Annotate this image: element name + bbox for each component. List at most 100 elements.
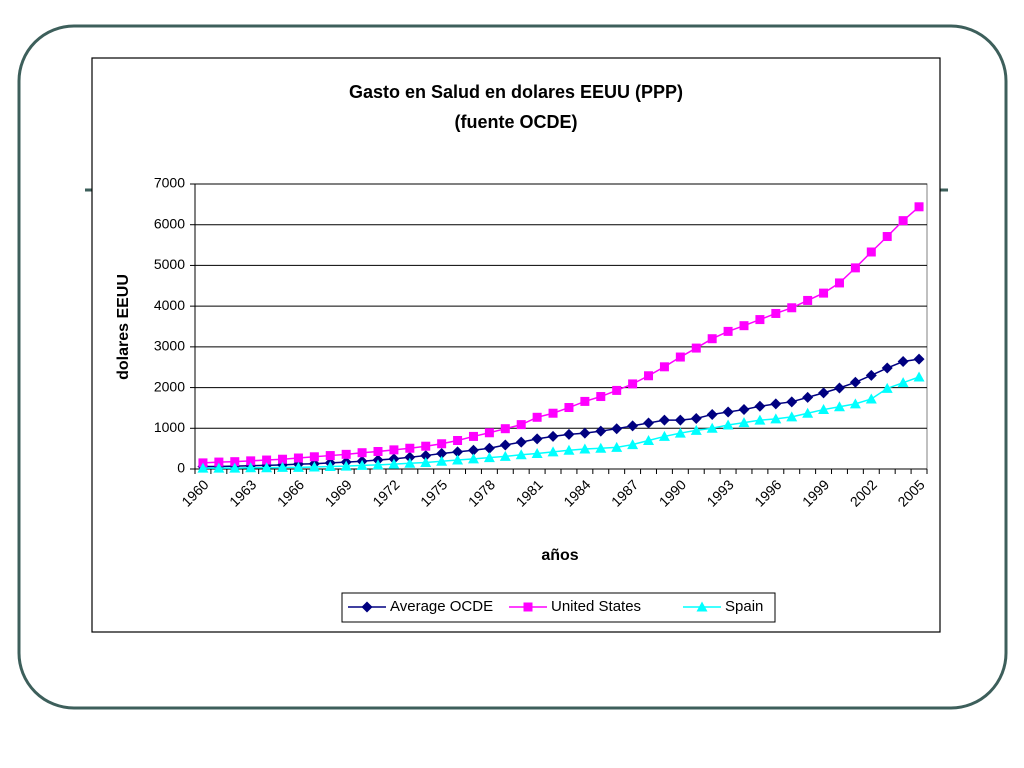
series-marker <box>340 460 352 471</box>
series-marker <box>356 459 368 470</box>
chart-title: Gasto en Salud en dolares EEUU (PPP) <box>349 82 683 102</box>
series-marker <box>500 424 510 434</box>
series-marker <box>882 232 892 242</box>
series-marker <box>771 308 781 318</box>
series-marker <box>467 444 479 456</box>
series-marker <box>754 400 766 412</box>
series-marker <box>722 406 734 418</box>
series-marker <box>261 462 273 473</box>
y-tick-label: 0 <box>177 460 185 476</box>
series-marker <box>420 456 432 467</box>
y-tick-label: 2000 <box>154 378 185 394</box>
series-marker <box>278 454 288 464</box>
series-line <box>202 206 920 464</box>
series-marker <box>531 433 543 445</box>
series-marker <box>357 448 367 458</box>
series-marker <box>563 444 575 455</box>
series-marker <box>515 436 527 448</box>
series-marker <box>897 377 909 388</box>
series-marker <box>644 371 654 381</box>
series-marker <box>833 401 845 412</box>
series-marker <box>849 398 861 409</box>
series-marker <box>483 452 495 463</box>
series-marker <box>452 454 464 465</box>
x-axis-title: años <box>541 547 578 564</box>
series-marker <box>913 353 925 365</box>
series-marker <box>770 413 782 424</box>
legend-label: Average OCDE <box>390 598 493 615</box>
series-marker <box>437 439 447 449</box>
series-marker <box>627 420 639 432</box>
series-marker <box>674 414 686 426</box>
series-marker <box>468 431 478 441</box>
series-marker <box>499 439 511 451</box>
series-marker <box>850 263 860 273</box>
series-marker <box>420 450 432 462</box>
series-marker <box>658 430 670 441</box>
legend-label: United States <box>551 598 641 615</box>
series-marker <box>373 446 383 456</box>
series-marker <box>292 461 304 472</box>
series-marker <box>643 435 655 445</box>
series-marker <box>819 288 829 298</box>
series-marker <box>484 428 494 438</box>
y-tick-label: 5000 <box>154 256 185 272</box>
series-marker <box>516 420 526 430</box>
series-marker <box>914 202 924 212</box>
series-marker <box>833 382 845 394</box>
series-marker <box>499 450 511 461</box>
series-marker <box>627 439 639 450</box>
series-marker <box>197 462 209 473</box>
series-marker <box>453 436 463 445</box>
series-marker <box>404 457 416 468</box>
series-marker <box>404 451 416 463</box>
series-marker <box>674 427 686 438</box>
series-marker <box>898 216 908 226</box>
series-marker <box>389 445 399 455</box>
y-tick-label: 7000 <box>154 175 185 191</box>
series-marker <box>277 461 289 472</box>
series-marker <box>738 417 750 428</box>
series-marker <box>372 459 384 470</box>
legend-marker <box>696 601 708 612</box>
series-marker <box>803 295 813 305</box>
series-marker <box>865 393 877 404</box>
series-marker <box>309 452 319 462</box>
series-marker <box>818 387 830 399</box>
series-marker <box>436 448 448 460</box>
y-axis-title: dolares EEUU <box>115 274 132 380</box>
series-marker <box>245 462 257 473</box>
series-marker <box>690 413 702 425</box>
series-marker <box>643 417 655 429</box>
series-marker <box>341 449 351 459</box>
series-marker <box>532 412 542 422</box>
series-marker <box>786 411 798 422</box>
series-marker <box>897 356 909 368</box>
series-marker <box>579 427 591 439</box>
series-marker <box>564 403 574 413</box>
series-marker <box>563 428 575 440</box>
series-marker <box>802 391 814 403</box>
series-marker <box>913 371 925 382</box>
series-marker <box>628 379 638 389</box>
series-marker <box>515 449 527 460</box>
legend-marker <box>361 601 373 613</box>
legend-marker <box>523 602 533 612</box>
series-marker <box>547 446 559 457</box>
series-marker <box>787 303 797 313</box>
series-marker <box>706 408 718 420</box>
series-marker <box>262 455 272 465</box>
series-marker <box>467 453 479 464</box>
series-marker <box>246 456 256 466</box>
series-marker <box>421 441 431 451</box>
series-marker <box>452 446 464 458</box>
series-marker <box>802 407 814 418</box>
series-marker <box>230 457 240 467</box>
series-marker <box>595 442 607 453</box>
y-tick-label: 6000 <box>154 215 185 231</box>
series-marker <box>548 408 558 418</box>
series-marker <box>325 451 335 461</box>
series-marker <box>405 443 415 453</box>
series-marker <box>547 430 559 442</box>
